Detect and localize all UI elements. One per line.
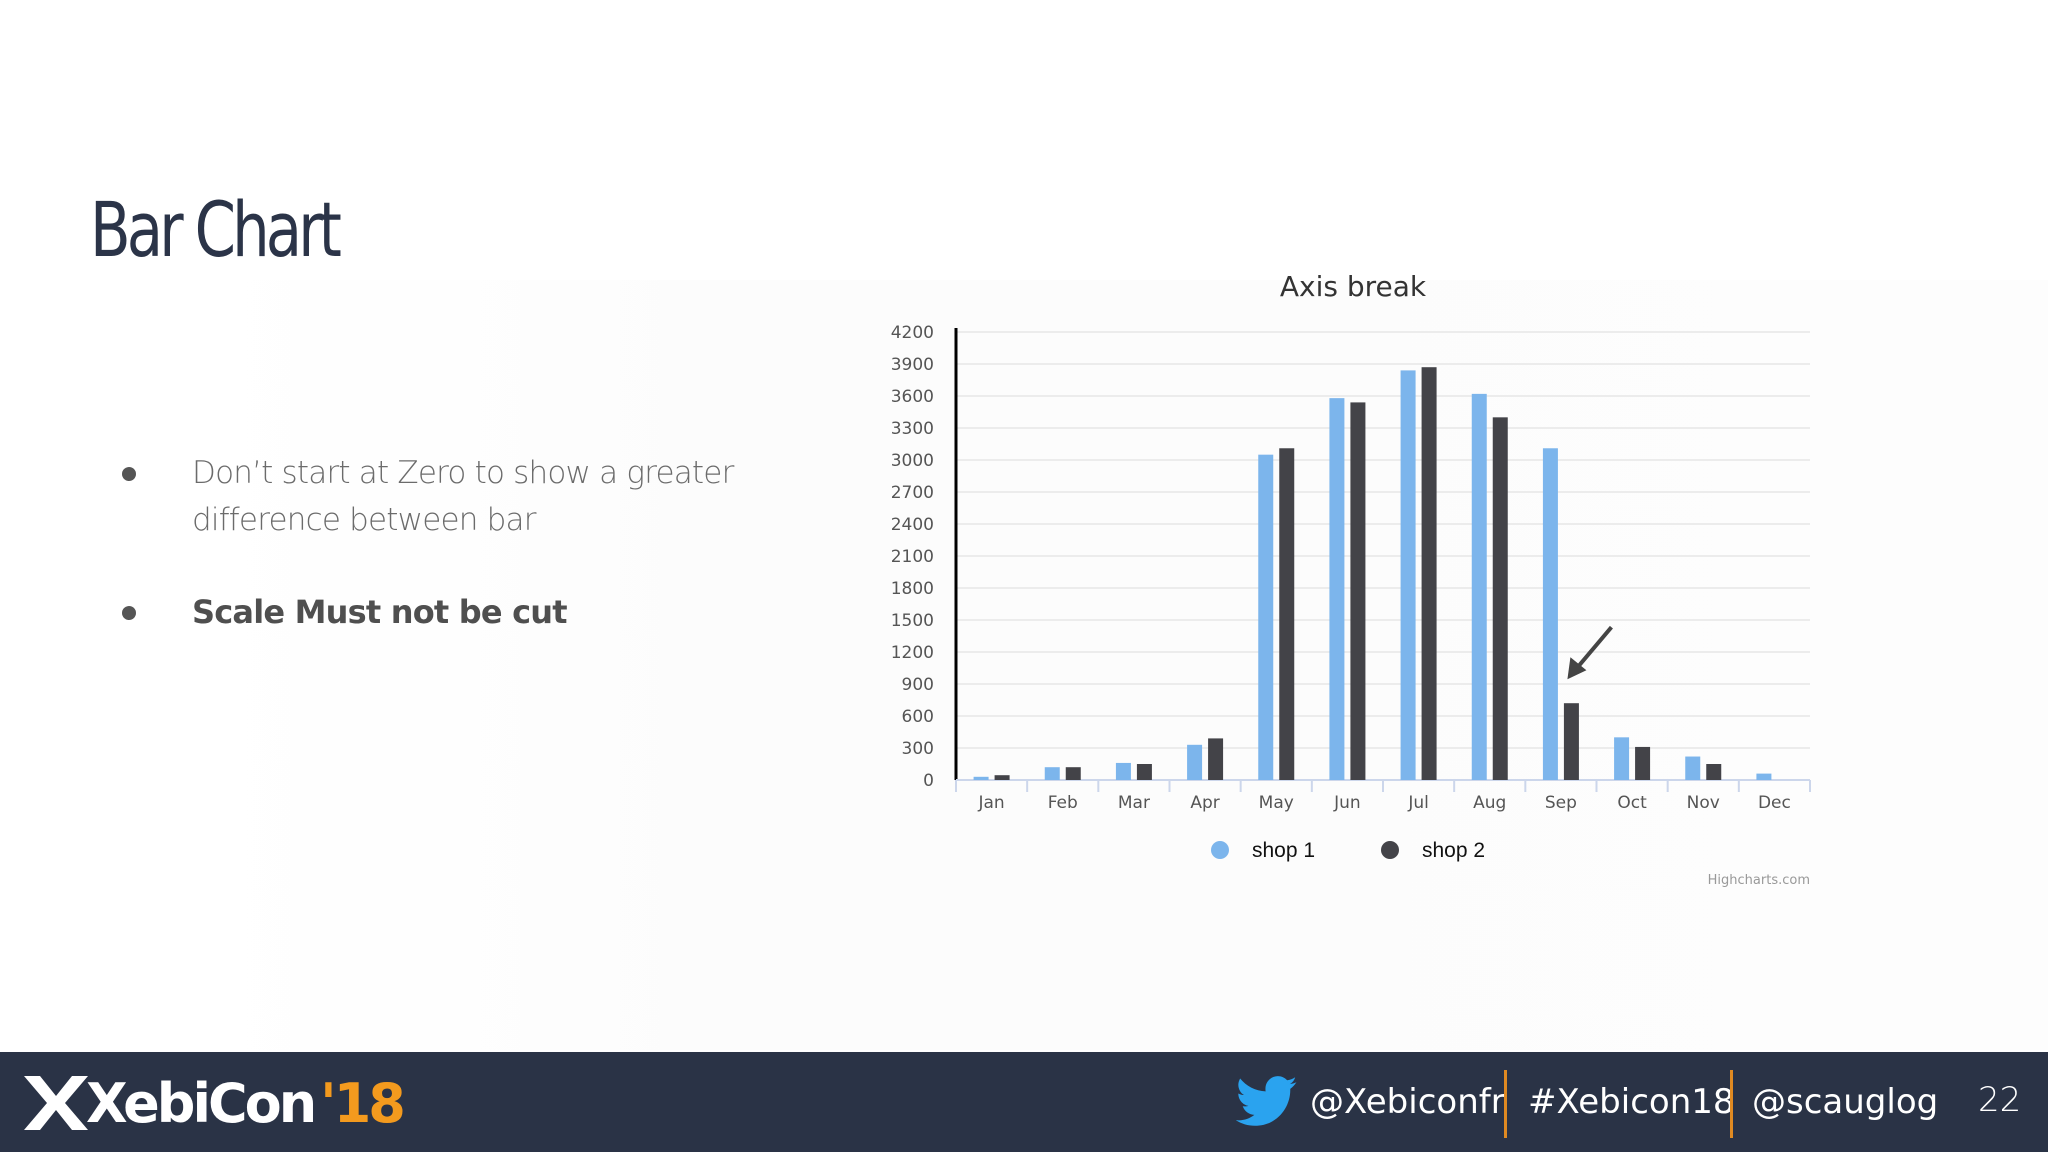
footer-divider <box>1730 1070 1733 1138</box>
y-tick-label: 0 <box>923 771 934 791</box>
chart-title: Axis break <box>1280 270 1427 303</box>
bar-shop-1-apr <box>1187 744 1203 780</box>
bar-shop-1-nov <box>1685 756 1701 780</box>
twitter-icon <box>1236 1076 1297 1126</box>
y-tick-label: 1800 <box>891 579 934 599</box>
bar-shop-2-apr <box>1208 738 1224 780</box>
legend-marker-icon <box>1211 841 1229 859</box>
chart-svg: Axis break 0 300 600 900 1200 1500 1800 2100 2400… <box>891 270 1811 888</box>
bullet-list: Don’t start at Zero to show a greater di… <box>118 450 738 636</box>
x-tick-label: Oct <box>1617 793 1647 813</box>
x-tick-label: Apr <box>1190 793 1219 813</box>
bullet-dot-icon <box>122 467 136 481</box>
x-tick-label: Mar <box>1118 793 1150 813</box>
y-tick-label: 3000 <box>891 451 934 471</box>
y-tick-label: 600 <box>902 707 934 727</box>
bullet-item: Scale Must not be cut <box>118 589 738 636</box>
logo-year: '18 <box>320 1071 406 1135</box>
y-tick-label: 2400 <box>891 515 934 535</box>
y-tick-label: 4200 <box>891 323 934 343</box>
y-tick-label: 3300 <box>891 419 934 439</box>
bar-shop-1-jun <box>1329 398 1345 780</box>
bar-shop-1-sep <box>1542 448 1558 780</box>
bar-shop-1-aug <box>1471 393 1487 780</box>
bar-shop-2-may <box>1279 448 1295 780</box>
bar-shop-2-jan <box>994 775 1010 780</box>
bullet-text: Scale Must not be cut <box>192 593 568 631</box>
x-tick-label: Aug <box>1473 793 1506 813</box>
xebicon-logo: XebiCon '18 <box>20 1068 406 1138</box>
bar-shop-1-feb <box>1044 767 1060 780</box>
bar-shop-2-aug <box>1492 417 1508 780</box>
bar-shop-2-oct <box>1635 746 1651 780</box>
bar-shop-2-sep <box>1563 703 1579 780</box>
y-tick-label: 3900 <box>891 355 934 375</box>
y-tick-label: 900 <box>902 675 934 695</box>
legend-label: shop 1 <box>1252 839 1315 862</box>
bullet-dot-icon <box>122 606 136 620</box>
x-tick-label: May <box>1259 793 1294 813</box>
x-tick-label: Feb <box>1048 793 1078 813</box>
x-tick-label: Jul <box>1407 793 1429 813</box>
y-tick-label: 3600 <box>891 387 934 407</box>
logo-text: XebiCon <box>86 1071 317 1135</box>
y-tick-label: 1200 <box>891 643 934 663</box>
annotation-arrow-head-icon <box>1567 657 1587 680</box>
slide-background <box>200 280 2048 1050</box>
bullet-text: Don’t start at Zero to show a greater di… <box>192 455 734 538</box>
footer-bar: XebiCon '18 @Xebiconfr #Xebicon18 @scaug… <box>0 1052 2048 1152</box>
y-tick-label: 300 <box>902 739 934 759</box>
bar-shop-2-feb <box>1065 767 1081 780</box>
hashtag: #Xebicon18 <box>1528 1082 1735 1122</box>
bar-chart: Axis break 0 300 600 900 1200 1500 1800 2100 2400… <box>860 260 1820 900</box>
twitter-handle: @Xebiconfr <box>1310 1082 1505 1122</box>
slide-title: Bar Chart <box>90 185 342 274</box>
legend-label: shop 2 <box>1422 839 1485 862</box>
bullet-item: Don’t start at Zero to show a greater di… <box>118 450 738 544</box>
x-tick-label: Dec <box>1758 793 1791 813</box>
bar-shop-1-dec <box>1756 773 1772 780</box>
chart-credits: Highcharts.com <box>1708 873 1810 888</box>
bar-shop-1-may <box>1258 454 1274 780</box>
bar-shop-2-mar <box>1136 764 1152 780</box>
x-logo-icon <box>24 1076 88 1130</box>
x-tick-label: Sep <box>1545 793 1577 813</box>
bar-shop-2-nov <box>1706 764 1722 780</box>
y-tick-label: 1500 <box>891 611 934 631</box>
bar-shop-1-jul <box>1400 370 1416 780</box>
x-tick-label: Nov <box>1687 793 1720 813</box>
legend-marker-icon <box>1381 841 1399 859</box>
bar-shop-2-jul <box>1421 367 1437 780</box>
bar-shop-1-jan <box>973 776 989 780</box>
page-number: 22 <box>1978 1080 2022 1120</box>
bar-shop-1-oct <box>1614 737 1630 780</box>
annotation-arrow-icon <box>1571 625 1613 674</box>
footer-divider <box>1504 1070 1507 1138</box>
bar-shop-2-jun <box>1350 402 1366 780</box>
y-tick-label: 2100 <box>891 547 934 567</box>
x-tick-label: Jun <box>1333 793 1361 813</box>
speaker-handle: @scauglog <box>1752 1082 1939 1122</box>
bar-shop-1-mar <box>1115 762 1131 780</box>
x-tick-label: Jan <box>977 793 1004 813</box>
y-tick-label: 2700 <box>891 483 934 503</box>
